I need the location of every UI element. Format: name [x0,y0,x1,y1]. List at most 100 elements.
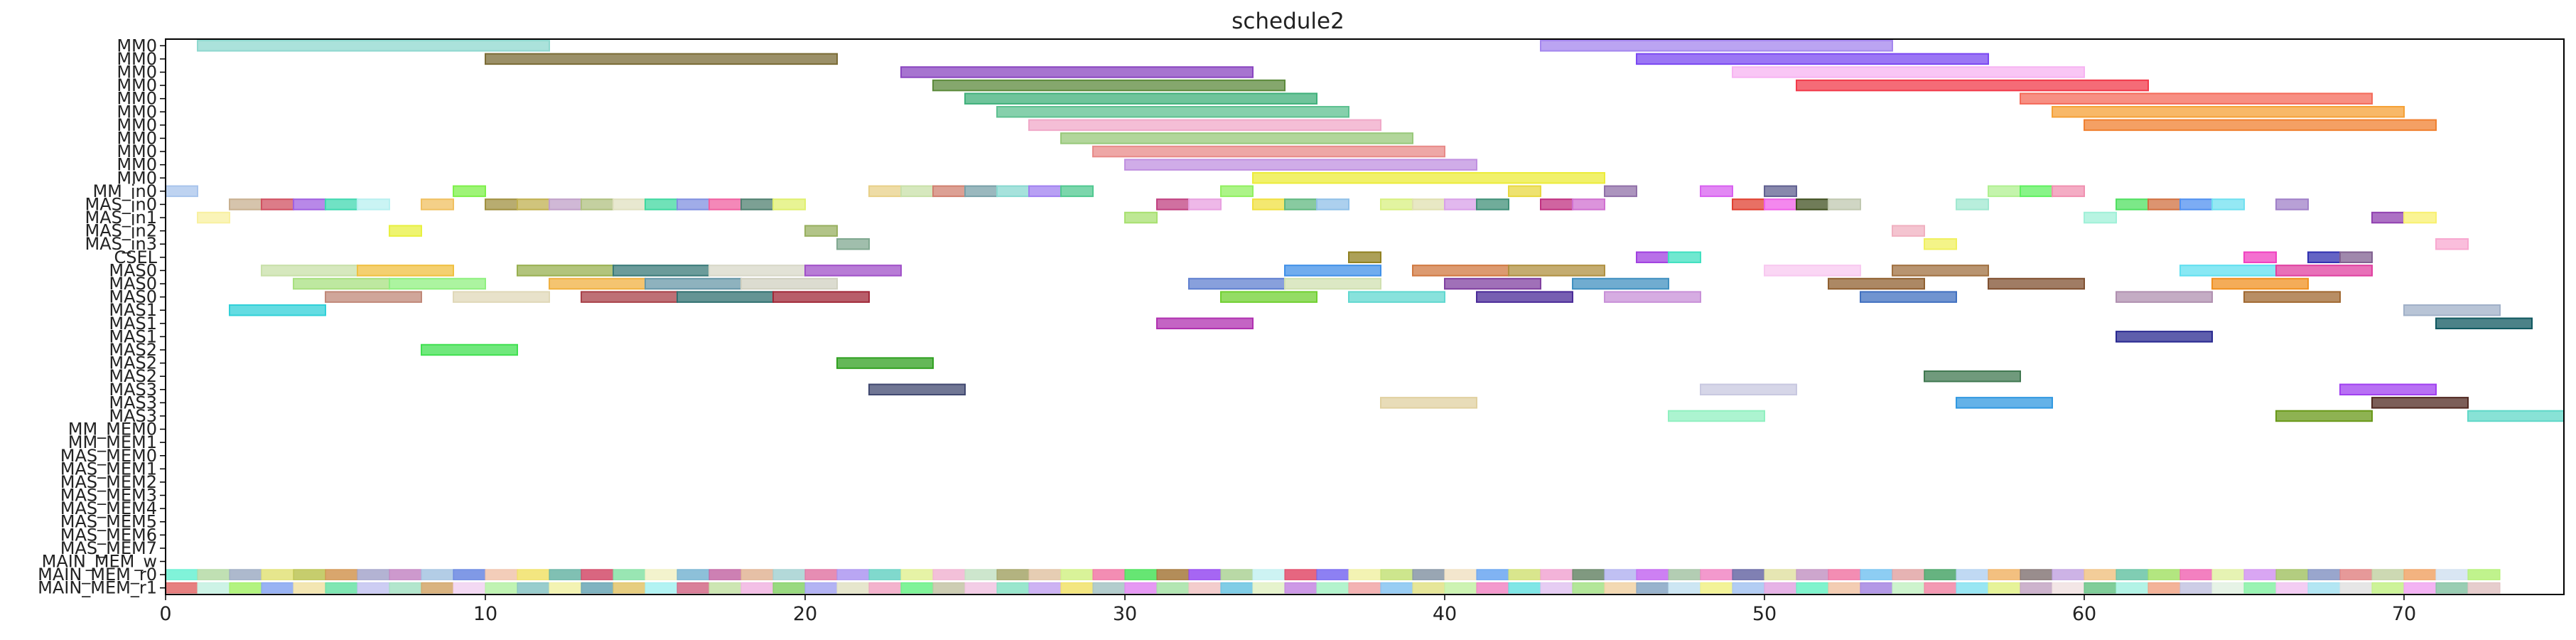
task-bar [197,40,550,52]
memory-slot-bar [1444,582,1477,594]
memory-slot-bar [932,582,966,594]
task-bar [165,185,198,198]
memory-slot-bar [1700,582,1733,594]
task-bar [1412,265,1509,277]
y-tick-label: MAS1 [109,326,157,346]
memory-slot-bar [485,582,518,594]
y-tick-label: MM0 [117,115,157,135]
memory-slot-bar [740,582,774,594]
task-bar [900,185,934,198]
memory-slot-bar [708,569,742,580]
memory-slot-bar [1092,569,1126,580]
y-tick-label: MM0 [117,155,157,175]
memory-slot-bar [677,569,710,580]
memory-slot-bar [1444,569,1477,580]
task-bar [2403,304,2501,316]
memory-slot-bar [645,569,678,580]
x-tick-label: 70 [2392,603,2416,625]
task-bar [2435,317,2533,330]
task-bar [1796,79,2149,92]
memory-slot-bar [804,569,838,580]
task-bar [581,291,678,303]
task-bar [261,265,358,277]
memory-slot-bar [2211,582,2245,594]
task-bar [2467,410,2565,422]
memory-slot-bar [517,582,550,594]
memory-slot-bar [2371,582,2405,594]
task-bar [1828,198,1861,210]
memory-slot-bar [197,582,230,594]
memory-slot-bar [740,569,774,580]
y-tick-label: MAS2 [109,340,157,360]
task-bar [1284,277,1381,290]
task-bar [1924,238,1957,250]
task-bar [421,343,518,356]
memory-slot-bar [1956,569,1989,580]
memory-slot-bar [1604,582,1637,594]
memory-slot-bar [1412,569,1445,580]
task-bar [1700,383,1797,396]
x-tick-label: 60 [2072,603,2096,625]
y-tick-label: MM0 [117,102,157,122]
memory-slot-bar [1252,582,1286,594]
y-tick-label: MAS_MEM6 [60,525,157,545]
memory-slot-bar [1124,582,1158,594]
task-bar [772,291,870,303]
memory-slot-bar [1796,582,1829,594]
task-bar [1988,185,2021,198]
memory-slot-bar [2467,582,2501,594]
memory-slot-bar [1668,569,1701,580]
y-tick-label: MM0 [117,89,157,109]
memory-slot-bar [389,582,422,594]
task-bar [645,198,678,210]
memory-slot-bar [2179,582,2213,594]
x-tick-label: 30 [1113,603,1137,625]
y-tick-label: MAS_MEM1 [60,459,157,479]
task-bar [1412,198,1445,210]
task-bar [1540,40,1893,52]
task-bar [1476,291,1573,303]
task-bar [1892,225,1925,237]
memory-slot-bar [2116,569,2149,580]
task-bar [581,198,614,210]
x-tick-label: 0 [159,603,171,625]
memory-slot-bar [1188,582,1222,594]
task-bar [677,198,710,210]
task-bar [1156,317,1254,330]
memory-slot-bar [1220,582,1254,594]
y-tick-label: MM_MEM0 [68,420,157,439]
memory-slot-bar [772,569,806,580]
task-bar [2211,277,2309,290]
memory-slot-bar [581,569,614,580]
memory-slot-bar [613,569,646,580]
task-bar [1668,410,1765,422]
x-tick-label: 50 [1752,603,1777,625]
memory-slot-bar [1828,582,1861,594]
task-bar [389,225,422,237]
memory-slot-bar [996,569,1030,580]
memory-slot-bar [1924,569,1957,580]
x-tick-label: 20 [793,603,817,625]
task-bar [1476,198,1509,210]
memory-slot-bar [2275,569,2309,580]
task-bar [1508,265,1605,277]
memory-slot-bar [2147,582,2181,594]
memory-slot-bar [1124,569,1158,580]
memory-slot-bar [1572,582,1605,594]
task-bar [1732,198,1765,210]
task-bar [2179,198,2213,210]
memory-slot-bar [1860,582,1893,594]
task-bar [2084,119,2437,132]
memory-slot-bar [1348,569,1381,580]
task-bar [1572,198,1605,210]
task-bar [1124,211,1158,224]
task-bar [549,277,646,290]
y-tick-label: MAS_MEM0 [60,446,157,466]
task-bar [1252,198,1286,210]
memory-slot-bar [1604,569,1637,580]
y-tick-label: MAIN_MEM_r0 [38,565,157,585]
task-bar [485,53,838,65]
memory-slot-bar [517,569,550,580]
memory-slot-bar [1284,569,1317,580]
memory-slot-bar [2339,569,2373,580]
